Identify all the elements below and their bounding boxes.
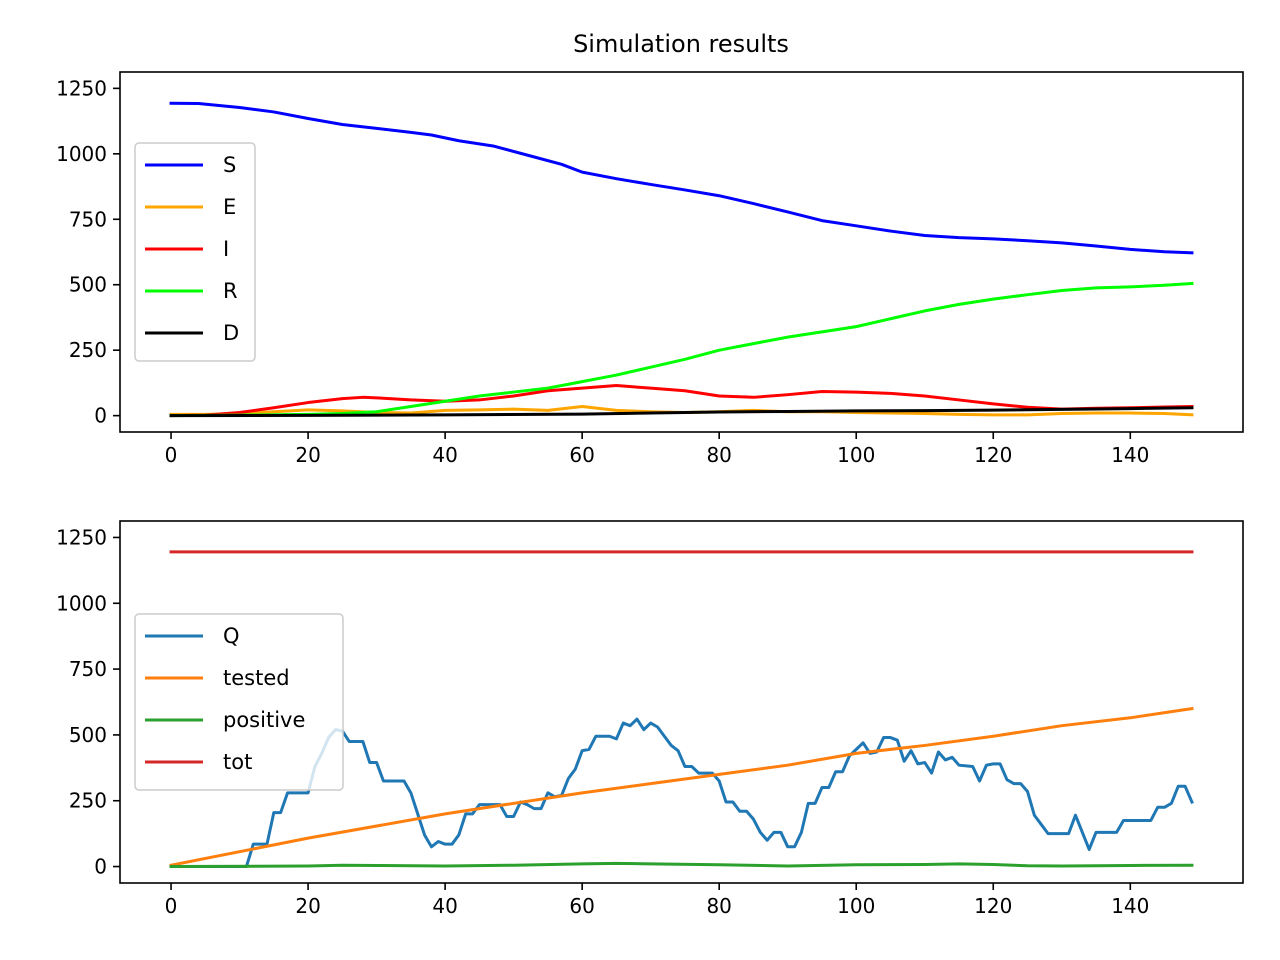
x-tick-label: 100 [837, 443, 875, 467]
series-line-S [169, 101, 1194, 255]
x-tick-label: 0 [165, 443, 178, 467]
legend-label-D: D [223, 321, 239, 345]
y-tick-label: 1250 [56, 76, 107, 100]
x-tick-label: 40 [432, 443, 457, 467]
legend-label-tot: tot [223, 750, 252, 774]
y-tick-label: 1250 [56, 525, 107, 549]
y-tick-label: 500 [69, 273, 107, 297]
legend-label-R: R [223, 279, 238, 303]
series-line-tested [169, 706, 1194, 867]
y-tick-label: 250 [69, 338, 107, 362]
x-tick-label: 60 [569, 443, 594, 467]
y-tick-label: 750 [69, 207, 107, 231]
legend-label-positive: positive [223, 708, 305, 732]
series-line-I [169, 384, 1194, 418]
top-subplot: 0 20 40 60 80 100 120 140 0 250 500 750 1000 1250 SEIR… [56, 71, 1244, 467]
y-tick-label: 750 [69, 657, 107, 681]
x-tick-label: 140 [1111, 443, 1149, 467]
legend-label-tested: tested [223, 666, 290, 690]
x-tick-label: 40 [432, 894, 457, 918]
y-tick-label: 0 [94, 855, 107, 879]
x-tick-label: 140 [1111, 894, 1149, 918]
x-tick-label: 100 [837, 894, 875, 918]
series-line-D [169, 406, 1194, 418]
x-tick-label: 20 [295, 443, 320, 467]
legend-label-I: I [223, 237, 229, 261]
series-line-positive [169, 861, 1194, 869]
x-tick-label: 80 [706, 443, 731, 467]
chart-title: Simulation results [573, 30, 789, 58]
x-tick-label: 120 [974, 894, 1012, 918]
y-tick-label: 250 [69, 789, 107, 813]
legend-box [134, 142, 256, 362]
legend-label-E: E [223, 195, 236, 219]
legend-label-Q: Q [223, 624, 240, 648]
y-tick-label: 0 [94, 404, 107, 428]
y-tick-label: 1000 [56, 142, 107, 166]
bottom-subplot: 0 20 40 60 80 100 120 140 0 250 500 750 1000 1250 Qtes… [56, 520, 1244, 918]
axes-frame [119, 520, 1244, 884]
y-tick-label: 500 [69, 723, 107, 747]
y-tick-label: 1000 [56, 591, 107, 615]
x-tick-label: 60 [569, 894, 594, 918]
x-tick-label: 120 [974, 443, 1012, 467]
x-tick-label: 80 [706, 894, 731, 918]
axes-frame [119, 71, 1244, 433]
series-line-R [169, 281, 1194, 418]
legend-box [134, 613, 344, 791]
x-tick-label: 20 [295, 894, 320, 918]
legend-label-S: S [223, 153, 236, 177]
x-tick-label: 0 [165, 894, 178, 918]
